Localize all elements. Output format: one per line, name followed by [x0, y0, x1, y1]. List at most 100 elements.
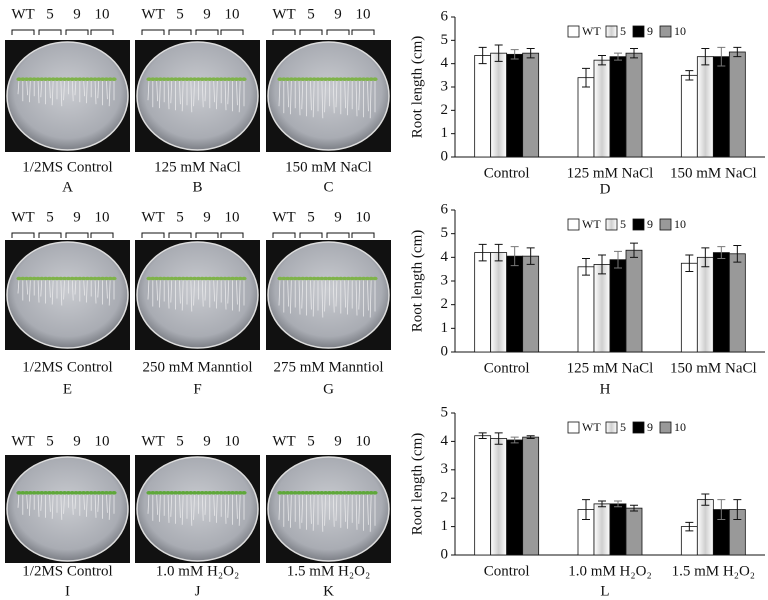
root — [227, 492, 230, 518]
root — [213, 79, 215, 103]
root — [106, 278, 108, 299]
seedling — [334, 77, 340, 81]
root — [170, 79, 173, 104]
root — [201, 492, 204, 521]
root — [204, 492, 207, 515]
root — [332, 278, 335, 313]
seedling — [323, 276, 329, 281]
seedling — [342, 491, 348, 495]
root — [236, 492, 238, 519]
root — [60, 79, 63, 107]
seedling — [73, 77, 79, 81]
panel-letter: A — [62, 179, 73, 195]
legend-label: 9 — [647, 24, 653, 38]
seedling — [199, 77, 205, 81]
bar — [474, 55, 492, 158]
seedling — [357, 276, 363, 281]
line-label: 10 — [95, 6, 110, 22]
line-label: 10 — [225, 209, 240, 225]
root — [190, 79, 193, 113]
root — [324, 79, 326, 113]
error-bar — [510, 436, 519, 444]
root — [321, 79, 324, 119]
seedling — [73, 276, 79, 281]
seedling — [154, 77, 160, 81]
bracket — [299, 232, 323, 238]
legend-label: WT — [582, 217, 601, 231]
seedling — [24, 77, 30, 81]
seedling — [214, 77, 220, 81]
root — [347, 278, 349, 315]
seedling — [81, 77, 87, 81]
legend-swatch — [605, 218, 618, 231]
line-label: 9 — [334, 6, 342, 22]
seedling — [58, 491, 64, 495]
line-label: 10 — [95, 433, 110, 449]
line-label: 5 — [46, 209, 54, 225]
seedling — [372, 491, 378, 495]
root — [193, 492, 195, 520]
plate-caption: 1.5 mM H₂O₂ — [287, 563, 370, 579]
root — [83, 492, 85, 510]
seedling — [146, 77, 152, 81]
legend-swatch — [567, 25, 580, 38]
plate-caption: 275 mM Manntiol — [273, 359, 383, 375]
plate-caption: 250 mM Manntiol — [142, 359, 252, 375]
seedling — [353, 276, 359, 281]
seedling — [103, 276, 109, 281]
y-tick-label: 6 — [441, 201, 449, 217]
root — [227, 278, 230, 304]
root — [63, 278, 65, 300]
seedling — [107, 77, 113, 81]
seedling — [62, 77, 68, 81]
root — [369, 492, 372, 532]
legend-label: WT — [582, 420, 601, 434]
seedling — [292, 77, 298, 81]
root — [312, 278, 315, 317]
seedling — [195, 77, 201, 81]
legend-swatch — [632, 25, 645, 38]
root — [147, 79, 150, 101]
root — [367, 492, 369, 525]
seedling — [361, 77, 367, 81]
seedling — [288, 276, 294, 281]
root — [26, 278, 28, 295]
bracket — [141, 29, 165, 35]
line-label: 5 — [307, 6, 315, 22]
root — [106, 79, 108, 100]
seedling — [292, 491, 298, 495]
bar — [522, 255, 540, 353]
y-axis-label: Root length (cm) — [409, 36, 425, 138]
root — [301, 278, 304, 309]
seedling — [364, 77, 370, 81]
error-bar — [630, 504, 638, 512]
seedling — [165, 77, 171, 81]
bracket — [38, 232, 62, 238]
seedling — [54, 491, 60, 495]
line-label: 9 — [73, 209, 81, 225]
root — [224, 278, 227, 310]
error-bar — [701, 247, 710, 268]
legend-swatch — [632, 421, 645, 434]
seedling — [288, 77, 294, 81]
x-tick-label: 150 mM NaCl — [670, 360, 757, 376]
seedling — [88, 77, 94, 81]
y-tick-label: 4 — [441, 249, 449, 265]
seedling — [92, 276, 98, 281]
seedling — [39, 491, 45, 495]
y-tick-label: 0 — [441, 343, 449, 359]
root — [344, 278, 346, 308]
seedling — [207, 491, 213, 495]
seedling — [20, 491, 26, 495]
seedling — [77, 491, 83, 495]
error-bar — [582, 67, 590, 88]
seedling — [84, 77, 90, 81]
seedling — [46, 77, 53, 81]
root — [51, 79, 54, 106]
y-axis-label: Root length (cm) — [409, 433, 425, 535]
seedling — [31, 276, 37, 281]
line-label: 10 — [225, 6, 240, 22]
line-label: 9 — [203, 433, 211, 449]
bar — [506, 53, 524, 158]
